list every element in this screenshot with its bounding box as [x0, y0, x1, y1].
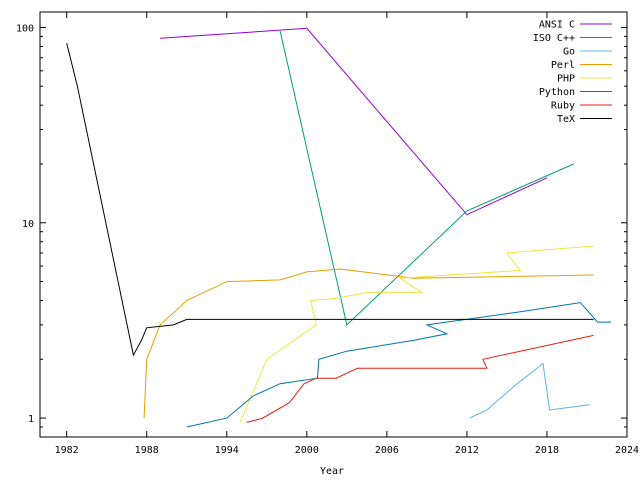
- legend-label-perl: Perl: [551, 60, 575, 71]
- y-tick-label: 1: [28, 414, 34, 425]
- series-line-go: [469, 362, 590, 419]
- x-tick-label: 2012: [455, 445, 479, 456]
- legend-label-ruby: Ruby: [551, 101, 575, 112]
- y-axis: 1 10 100: [16, 23, 627, 438]
- legend-label-ansi-c: ANSI C: [539, 20, 575, 31]
- series-layer: [66, 27, 611, 428]
- x-axis: 1982 1988 1994 2000 2006 2012 2018 2024: [55, 12, 639, 456]
- series-line-python: [186, 302, 611, 428]
- series-line-tex: [66, 43, 594, 357]
- series-line-ansi-c: [160, 27, 548, 216]
- series-line-php: [239, 245, 594, 423]
- legend-label-go: Go: [563, 47, 575, 58]
- x-tick-label: 2018: [535, 445, 559, 456]
- y-tick-label: 10: [22, 219, 34, 230]
- legend-label-tex: TeX: [557, 114, 575, 125]
- x-tick-label: 1994: [215, 445, 239, 456]
- x-tick-label: 1988: [135, 445, 159, 456]
- legend-label-iso-c-: ISO C++: [533, 33, 575, 44]
- x-tick-label: 2000: [295, 445, 319, 456]
- plot-frame: [39, 11, 628, 438]
- series-line-ruby: [246, 334, 594, 423]
- x-tick-label: 1982: [55, 445, 79, 456]
- series-line-iso-c-: [279, 30, 574, 326]
- x-tick-label: 2006: [375, 445, 399, 456]
- legend: ANSI C ISO C++ Go Perl PHP Python Ruby TeX: [533, 20, 612, 125]
- legend-label-python: Python: [539, 87, 575, 98]
- legend-label-php: PHP: [557, 74, 575, 85]
- x-axis-title: Year: [320, 466, 344, 477]
- series-line-perl: [143, 268, 594, 419]
- y-tick-label: 100: [16, 23, 34, 34]
- x-tick-label: 2024: [615, 445, 639, 456]
